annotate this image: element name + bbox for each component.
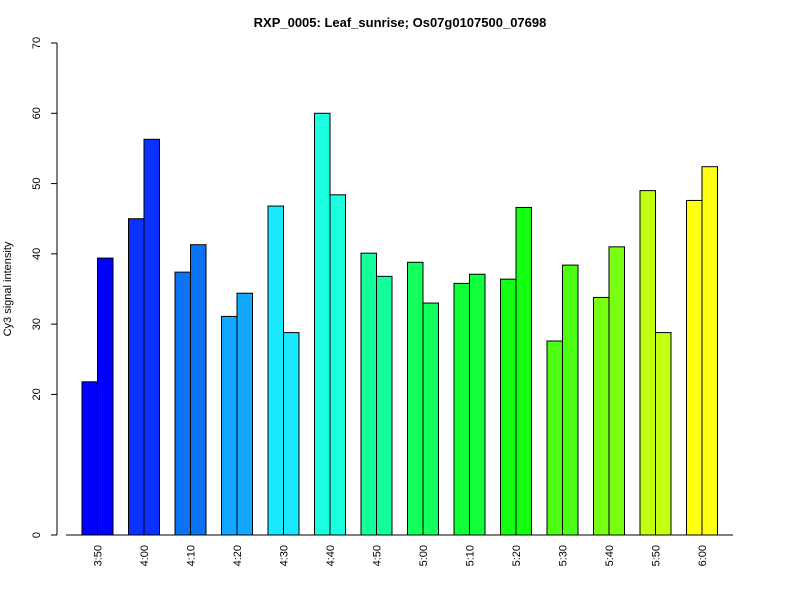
bar xyxy=(190,244,207,536)
bar xyxy=(701,166,718,536)
bar xyxy=(174,271,191,536)
x-tick-label: 4:50 xyxy=(372,545,384,566)
y-tick-label: 40 xyxy=(31,248,43,260)
x-tick-label: 5:10 xyxy=(465,545,477,566)
bar xyxy=(407,261,424,536)
bars xyxy=(66,112,733,536)
y-tick-label: 30 xyxy=(31,318,43,330)
bar xyxy=(593,296,610,536)
x-tick-label: 4:10 xyxy=(186,545,198,566)
bar xyxy=(97,257,114,536)
y-tick-label: 70 xyxy=(31,37,43,49)
x-tick-label: 5:50 xyxy=(651,545,663,566)
bar xyxy=(314,112,331,536)
x-tick-label: 5:00 xyxy=(418,545,430,566)
bar xyxy=(329,194,346,536)
bar xyxy=(469,273,486,536)
x-tick-label: 4:00 xyxy=(139,545,151,566)
bar xyxy=(546,340,563,536)
bar xyxy=(500,278,517,536)
y-axis: 0 20 30 40 50 60 70 xyxy=(31,37,58,538)
bar xyxy=(283,332,300,536)
bar xyxy=(655,332,672,536)
bar xyxy=(639,190,656,536)
y-tick-label: 0 xyxy=(31,532,43,538)
bar xyxy=(221,315,238,536)
bar xyxy=(515,206,532,536)
bar xyxy=(686,199,703,536)
x-tick-label: 4:30 xyxy=(279,545,291,566)
bar xyxy=(360,252,377,536)
bar xyxy=(422,302,439,536)
bar xyxy=(267,205,284,536)
y-tick-label: 60 xyxy=(31,107,43,119)
bar xyxy=(128,218,145,536)
x-tick-label: 5:20 xyxy=(511,545,523,566)
bar xyxy=(81,381,98,536)
bar xyxy=(562,264,579,536)
y-axis-label: Cy3 signal intensity xyxy=(2,241,14,336)
x-tick-label: 4:20 xyxy=(232,545,244,566)
bar xyxy=(453,282,470,536)
x-tick-label: 3:50 xyxy=(93,545,105,566)
bar xyxy=(236,292,253,536)
y-tick-label: 50 xyxy=(31,177,43,189)
x-tick-label: 5:30 xyxy=(558,545,570,566)
bar xyxy=(608,246,625,536)
bar xyxy=(143,138,160,536)
bar xyxy=(376,275,393,536)
x-tick-label: 4:40 xyxy=(325,545,337,566)
chart-title: RXP_0005: Leaf_sunrise; Os07g0107500_076… xyxy=(254,15,547,30)
x-axis-tick-labels: 3:50 4:00 4:10 4:20 4:30 4:40 4:50 5:00 5:10 5:20… xyxy=(93,545,710,566)
x-tick-label: 6:00 xyxy=(697,545,709,566)
x-tick-label: 5:40 xyxy=(604,545,616,566)
y-tick-label: 20 xyxy=(31,388,43,400)
